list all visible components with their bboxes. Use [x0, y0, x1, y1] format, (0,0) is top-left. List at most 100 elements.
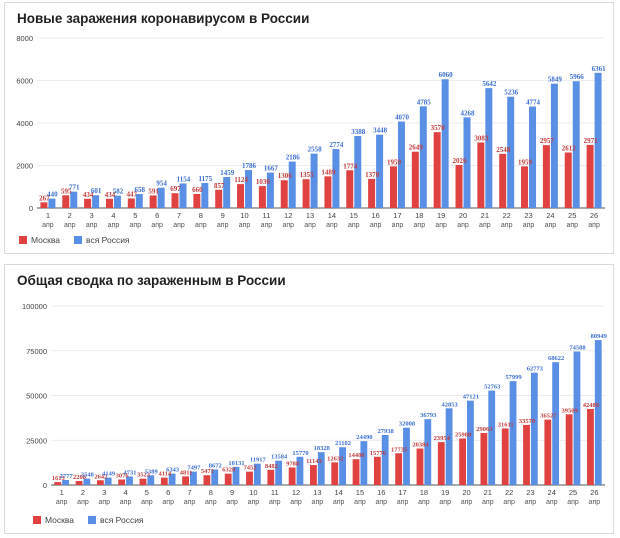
bar-russia — [463, 117, 471, 208]
data-label-russia: 5966 — [570, 73, 585, 81]
data-label-moscow: 23954 — [434, 435, 451, 442]
data-label-moscow: 3076 — [116, 472, 130, 479]
bar-russia — [288, 161, 296, 208]
x-tick-label: 18 — [415, 211, 423, 220]
x-tick-sublabel: апр — [501, 222, 513, 229]
data-label-moscow: 697 — [170, 185, 181, 193]
data-label-russia: 4268 — [460, 109, 475, 117]
data-label-moscow: 31611 — [498, 421, 514, 428]
data-label-russia: 1667 — [264, 165, 279, 173]
x-tick-label: 2 — [81, 488, 85, 497]
data-label-russia: 5849 — [548, 76, 563, 84]
data-label-russia: 4731 — [123, 470, 136, 477]
bar-moscow — [149, 195, 157, 208]
x-tick-sublabel: апр — [546, 499, 558, 506]
bar-chart-new-infections: 020004000600080002674401апр5957712апр434… — [16, 34, 606, 229]
data-label-russia: 52763 — [484, 384, 501, 391]
bar-moscow — [565, 414, 573, 485]
bar-moscow — [501, 428, 509, 485]
data-label-russia: 15770 — [292, 450, 308, 457]
legend-swatch-moscow — [19, 236, 27, 244]
data-label-moscow: 39509 — [562, 407, 579, 414]
data-label-russia: 582 — [113, 188, 124, 196]
x-tick-sublabel: апр — [282, 222, 294, 229]
data-label-moscow: 12632 — [327, 455, 343, 462]
x-tick-sublabel: апр — [304, 222, 316, 229]
data-label-moscow: 1774 — [343, 162, 358, 170]
data-label-russia: 74588 — [569, 344, 586, 351]
x-tick-sublabel: апр — [312, 499, 324, 506]
bar-moscow — [203, 475, 211, 485]
data-label-russia: 771 — [69, 184, 80, 192]
x-tick-sublabel: апр — [141, 499, 153, 506]
y-tick-label: 100000 — [22, 302, 47, 311]
data-label-russia: 27938 — [378, 428, 395, 435]
bar-moscow — [193, 193, 201, 208]
data-label-moscow: 29063 — [476, 426, 493, 433]
bar-russia — [113, 195, 121, 208]
bar-moscow — [118, 479, 126, 485]
bar-russia — [201, 183, 209, 208]
x-tick-label: 15 — [356, 488, 364, 497]
legend-label-moscow: Москва — [31, 235, 61, 245]
bar-moscow — [302, 179, 310, 208]
bar-moscow — [171, 193, 179, 208]
data-label-moscow: 1959 — [387, 158, 402, 166]
data-label-russia: 62773 — [527, 366, 544, 373]
data-label-russia: 440 — [47, 191, 58, 199]
data-label-russia: 5389 — [145, 468, 159, 475]
data-label-moscow: 2971 — [584, 137, 599, 145]
bar-russia — [147, 475, 155, 485]
x-tick-sublabel: апр — [414, 222, 426, 229]
data-label-russia: 954 — [156, 180, 167, 188]
data-label-moscow: 17735 — [391, 446, 408, 453]
data-label-moscow: 434 — [105, 191, 116, 199]
x-tick-label: 17 — [393, 211, 401, 220]
legend-label-russia: вся Россия — [86, 235, 130, 245]
y-tick-label: 75000 — [26, 347, 47, 356]
data-label-russia: 21102 — [335, 440, 351, 447]
bar-russia — [381, 434, 389, 485]
data-label-russia: 1154 — [177, 175, 191, 183]
bar-moscow — [411, 151, 419, 208]
data-label-moscow: 2548 — [496, 146, 511, 154]
legend-item-moscow: Москва — [33, 515, 74, 525]
x-tick-label: 13 — [306, 211, 314, 220]
bar-russia — [83, 478, 91, 485]
x-tick-sublabel: апр — [108, 222, 120, 229]
x-tick-sublabel: апр — [503, 499, 515, 506]
bar-russia — [572, 81, 580, 208]
data-label-moscow: 1030 — [256, 178, 271, 186]
data-label-russia: 7497 — [187, 465, 201, 472]
data-label-russia: 4774 — [526, 99, 541, 107]
x-tick-label: 24 — [548, 488, 556, 497]
bar-moscow — [324, 176, 332, 208]
x-tick-label: 2 — [68, 211, 72, 220]
x-tick-label: 5 — [133, 211, 137, 220]
x-tick-sublabel: апр — [56, 499, 68, 506]
data-label-russia: 2777 — [60, 473, 74, 480]
bar-moscow — [182, 476, 189, 485]
x-tick-label: 11 — [262, 211, 270, 220]
x-tick-sublabel: апр — [195, 222, 207, 229]
bar-chart-total-infections: 0250005000075000100000161327771апр220835… — [22, 302, 608, 506]
x-tick-sublabel: апр — [269, 499, 281, 506]
data-label-moscow: 660 — [192, 186, 203, 194]
x-tick-label: 5 — [145, 488, 149, 497]
x-tick-sublabel: апр — [567, 499, 579, 506]
x-tick-label: 25 — [568, 211, 576, 220]
bar-russia — [211, 469, 219, 485]
x-tick-label: 10 — [240, 211, 248, 220]
x-tick-label: 7 — [177, 211, 181, 220]
bar-russia — [529, 106, 537, 208]
data-label-moscow: 1959 — [518, 158, 533, 166]
bar-moscow — [75, 481, 83, 485]
x-tick-sublabel: апр — [326, 222, 338, 229]
chart-panel-total-infections: Общая сводка по зараженным в России 0 250… — [4, 264, 614, 534]
bar-moscow — [96, 480, 104, 485]
bar-moscow — [84, 198, 92, 208]
data-label-moscow: 20384 — [412, 442, 429, 449]
x-tick-sublabel: апр — [261, 222, 273, 229]
bar-moscow — [310, 465, 317, 485]
x-tick-label: 4 — [123, 488, 127, 497]
